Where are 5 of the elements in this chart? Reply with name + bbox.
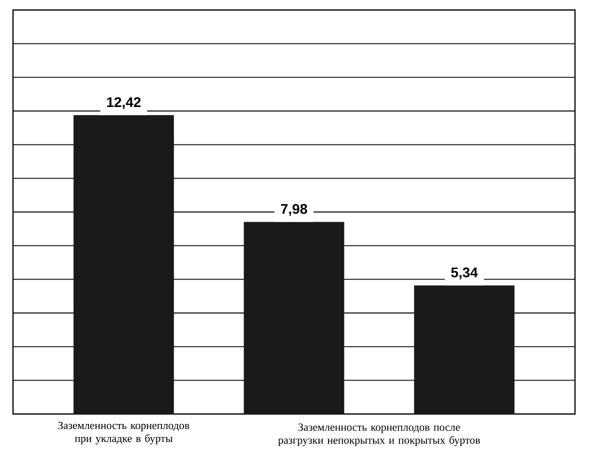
data-label: 5,34 (451, 267, 478, 280)
text: Заземленность корнеплодов после разгрузки непокрытых и покрытых буртов (278, 424, 480, 446)
data-label: 12,42 (107, 97, 141, 110)
x-tick-label: Заземленность корнеплодов при укладке в бурты (58, 422, 190, 444)
data-label: 7,98 (281, 204, 308, 216)
